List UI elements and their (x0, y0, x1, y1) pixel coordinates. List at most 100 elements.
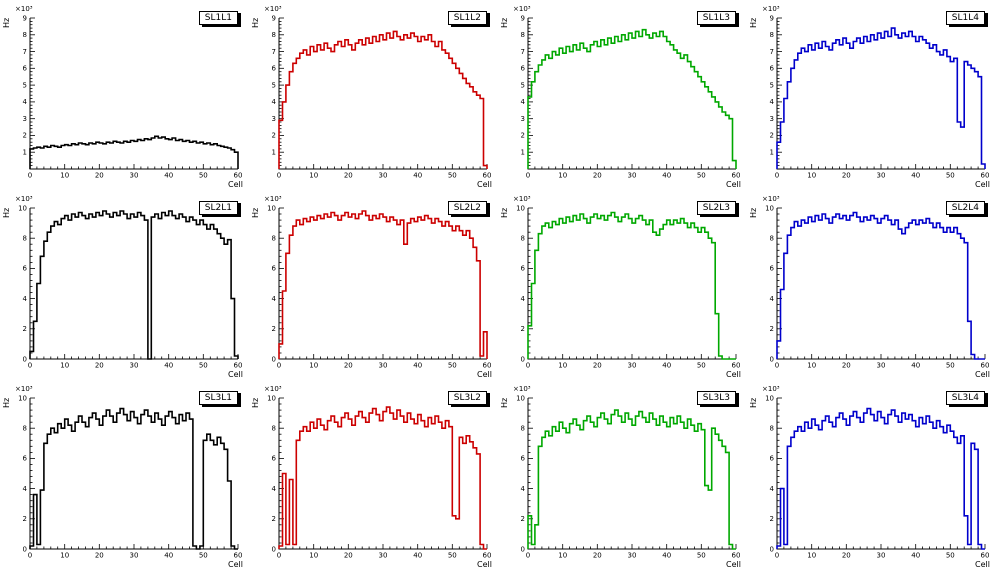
histogram-title-box: SL1L2 (447, 11, 487, 26)
svg-text:60: 60 (732, 362, 741, 370)
y-axis-title: Hz (251, 207, 260, 218)
svg-text:10: 10 (60, 172, 69, 180)
svg-text:60: 60 (981, 362, 990, 370)
svg-text:50: 50 (448, 552, 457, 560)
svg-text:40: 40 (911, 172, 920, 180)
svg-text:2: 2 (770, 515, 774, 523)
svg-text:8: 8 (770, 31, 774, 39)
histogram-plot: 0 10 20 30 40 50 60 1 2 3 4 5 6 7 8 9 (770, 14, 990, 180)
svg-text:30: 30 (628, 172, 637, 180)
svg-text:10: 10 (309, 552, 318, 560)
svg-text:60: 60 (981, 552, 990, 560)
svg-text:20: 20 (842, 172, 851, 180)
svg-text:50: 50 (448, 362, 457, 370)
svg-text:4: 4 (23, 98, 28, 106)
svg-text:3: 3 (23, 115, 27, 123)
svg-text:2: 2 (272, 515, 276, 523)
svg-text:30: 30 (379, 552, 388, 560)
histogram-title-box: SL2L4 (945, 201, 985, 216)
svg-text:40: 40 (662, 552, 671, 560)
y-axis-scale-label: ×10³ (762, 385, 780, 393)
histogram-plot: 0 10 20 30 40 50 60 0 2 4 6 8 10 (765, 204, 990, 370)
svg-text:20: 20 (593, 362, 602, 370)
svg-text:60: 60 (234, 172, 243, 180)
svg-text:60: 60 (483, 172, 492, 180)
svg-text:2: 2 (272, 325, 276, 333)
svg-text:20: 20 (344, 172, 353, 180)
svg-text:50: 50 (697, 172, 706, 180)
svg-text:0: 0 (28, 362, 32, 370)
svg-text:4: 4 (521, 295, 526, 303)
svg-text:0: 0 (526, 172, 530, 180)
svg-text:40: 40 (413, 552, 422, 560)
histogram-title-box: SL2L1 (198, 201, 238, 216)
svg-text:8: 8 (770, 425, 774, 433)
svg-text:20: 20 (95, 172, 104, 180)
svg-text:10: 10 (309, 362, 318, 370)
histogram-panel-sl2l4: Hz ×10³ 0 10 20 30 40 50 60 0 2 4 6 8 10 SL2L4 Cell (747, 191, 996, 381)
svg-text:50: 50 (199, 552, 208, 560)
svg-text:6: 6 (521, 455, 526, 463)
x-axis-title: Cell (726, 370, 741, 379)
svg-text:4: 4 (23, 485, 28, 493)
svg-text:1: 1 (272, 149, 276, 157)
svg-text:1: 1 (770, 149, 774, 157)
svg-text:6: 6 (521, 65, 526, 73)
svg-text:50: 50 (448, 172, 457, 180)
histogram-panel-sl3l1: Hz ×10³ 0 10 20 30 40 50 60 0 2 4 6 8 10 SL3L1 Cell (0, 381, 249, 571)
svg-text:40: 40 (413, 172, 422, 180)
svg-text:0: 0 (521, 355, 525, 363)
svg-text:2: 2 (521, 132, 525, 140)
y-axis-scale-label: ×10³ (513, 195, 531, 203)
svg-text:40: 40 (164, 172, 173, 180)
svg-text:60: 60 (234, 362, 243, 370)
svg-text:4: 4 (272, 295, 277, 303)
y-axis-scale-label: ×10³ (15, 195, 33, 203)
histogram-title-box: SL1L4 (945, 11, 985, 26)
y-axis-scale-label: ×10³ (15, 5, 33, 13)
svg-text:50: 50 (199, 362, 208, 370)
x-axis-title: Cell (726, 560, 741, 569)
y-axis-scale-label: ×10³ (762, 5, 780, 13)
x-axis-title: Cell (477, 370, 492, 379)
svg-text:7: 7 (770, 48, 774, 56)
y-axis-title: Hz (251, 17, 260, 28)
svg-text:6: 6 (23, 265, 28, 273)
svg-text:8: 8 (770, 235, 774, 243)
svg-text:4: 4 (272, 485, 277, 493)
svg-text:0: 0 (23, 355, 27, 363)
svg-text:30: 30 (628, 362, 637, 370)
histogram-plot: 0 10 20 30 40 50 60 0 2 4 6 8 10 (267, 204, 491, 370)
svg-text:2: 2 (770, 325, 774, 333)
svg-text:20: 20 (593, 552, 602, 560)
svg-text:8: 8 (272, 235, 276, 243)
svg-text:10: 10 (267, 204, 276, 212)
svg-text:6: 6 (770, 65, 775, 73)
x-axis-title: Cell (228, 370, 243, 379)
svg-text:50: 50 (946, 362, 955, 370)
svg-text:2: 2 (23, 132, 27, 140)
histogram-panel-sl2l2: Hz ×10³ 0 10 20 30 40 50 60 0 2 4 6 8 10 SL2L2 Cell (249, 191, 498, 381)
histogram-panel-sl1l4: Hz ×10³ 0 10 20 30 40 50 60 1 2 3 4 5 6 7 8 9 SL1L4 Cel… (747, 1, 996, 191)
svg-text:20: 20 (95, 552, 104, 560)
svg-text:30: 30 (379, 172, 388, 180)
y-axis-scale-label: ×10³ (762, 195, 780, 203)
svg-text:6: 6 (770, 265, 775, 273)
svg-text:8: 8 (521, 425, 525, 433)
svg-text:5: 5 (272, 81, 276, 89)
y-axis-scale-label: ×10³ (264, 5, 282, 13)
svg-text:0: 0 (272, 545, 276, 553)
svg-text:7: 7 (272, 48, 276, 56)
histogram-panel-sl2l1: Hz ×10³ 0 10 20 30 40 50 60 0 2 4 6 8 10 SL2L1 Cell (0, 191, 249, 381)
histogram-plot: 0 10 20 30 40 50 60 0 2 4 6 8 10 (765, 394, 990, 560)
svg-text:4: 4 (521, 485, 526, 493)
svg-text:30: 30 (130, 362, 139, 370)
svg-text:1: 1 (521, 149, 525, 157)
svg-text:2: 2 (23, 515, 27, 523)
svg-text:10: 10 (807, 172, 816, 180)
x-axis-title: Cell (228, 180, 243, 189)
y-axis-title: Hz (749, 207, 758, 218)
svg-text:10: 10 (765, 204, 774, 212)
svg-text:5: 5 (770, 81, 774, 89)
